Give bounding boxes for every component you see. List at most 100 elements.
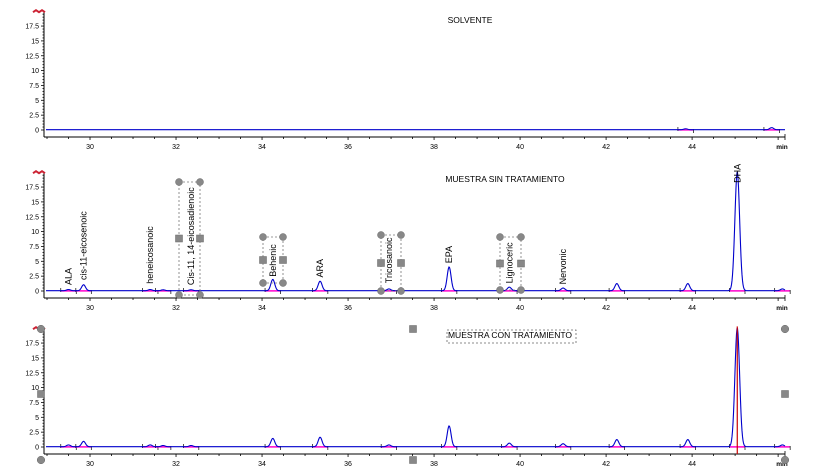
resize-handle[interactable] bbox=[496, 233, 504, 241]
y-tick-label: 5 bbox=[35, 98, 39, 105]
resize-handle[interactable] bbox=[397, 231, 405, 239]
x-unit-label: min bbox=[776, 461, 788, 468]
label-selection-box[interactable] bbox=[496, 233, 525, 294]
label-selection-box[interactable] bbox=[259, 233, 287, 287]
x-unit-label: min bbox=[776, 305, 788, 312]
y-tick-label: 2.5 bbox=[29, 274, 39, 281]
x-tick-label: 40 bbox=[516, 305, 524, 312]
resize-handle[interactable] bbox=[175, 234, 183, 243]
x-tick-label: 36 bbox=[344, 305, 352, 312]
peak-label[interactable]: ARA bbox=[315, 259, 325, 278]
x-tick-label: 32 bbox=[172, 305, 180, 312]
resize-handle[interactable] bbox=[397, 287, 405, 295]
resize-handle[interactable] bbox=[517, 286, 525, 294]
scale-marker-icon bbox=[32, 8, 46, 14]
resize-handle[interactable] bbox=[781, 390, 789, 398]
resize-handle[interactable] bbox=[377, 259, 385, 267]
peak-label[interactable]: heneicosanoic bbox=[145, 226, 155, 284]
peak-label[interactable]: EPA bbox=[444, 246, 454, 263]
x-tick-label: 34 bbox=[258, 305, 266, 312]
resize-handle[interactable] bbox=[377, 231, 385, 239]
x-tick-label: 40 bbox=[516, 461, 524, 468]
x-tick-label: 36 bbox=[344, 144, 352, 151]
resize-handle[interactable] bbox=[259, 233, 267, 241]
y-tick-label: 5 bbox=[35, 415, 39, 422]
x-tick-label: 30 bbox=[86, 461, 94, 468]
y-tick-label: 0 bbox=[35, 445, 39, 452]
x-tick-label: 32 bbox=[172, 144, 180, 151]
resize-handle[interactable] bbox=[36, 324, 46, 334]
x-tick-label: 38 bbox=[430, 305, 438, 312]
signal-trace bbox=[46, 171, 786, 292]
y-tick-label: 0 bbox=[35, 289, 39, 296]
scale-marker-icon bbox=[32, 169, 46, 175]
y-tick-label: 15 bbox=[31, 38, 39, 45]
y-tick-label: 2.5 bbox=[29, 430, 39, 437]
resize-handle[interactable] bbox=[196, 178, 204, 186]
resize-handle[interactable] bbox=[259, 256, 267, 264]
resize-handle[interactable] bbox=[780, 324, 790, 334]
panel-selection-handles[interactable] bbox=[36, 324, 790, 465]
peak-label[interactable]: Behenic bbox=[268, 244, 278, 277]
label-selection-box[interactable] bbox=[377, 231, 405, 295]
resize-handle[interactable] bbox=[496, 259, 504, 268]
resize-handle[interactable] bbox=[279, 279, 287, 287]
resize-handle[interactable] bbox=[36, 455, 46, 465]
x-tick-label: 32 bbox=[172, 461, 180, 468]
resize-handle[interactable] bbox=[279, 256, 287, 264]
resize-handle[interactable] bbox=[279, 233, 287, 241]
x-tick-label: 40 bbox=[516, 144, 524, 151]
resize-handle[interactable] bbox=[517, 259, 525, 268]
resize-handle[interactable] bbox=[259, 279, 267, 287]
resize-handle[interactable] bbox=[517, 233, 525, 241]
resize-handle[interactable] bbox=[196, 291, 204, 299]
x-tick-label: 34 bbox=[258, 461, 266, 468]
resize-handle[interactable] bbox=[196, 234, 204, 243]
panel-1: 0 2.5 5 7.5 10 12.5 15 17.5 30 32 34 36 38 40 42 44 min S… bbox=[25, 8, 788, 151]
x-tick-label: 42 bbox=[602, 305, 610, 312]
x-tick-label: 38 bbox=[430, 461, 438, 468]
panel-title: MUESTRA CON TRATAMIENTO bbox=[448, 330, 572, 340]
resize-handle[interactable] bbox=[175, 291, 183, 299]
x-unit-label: min bbox=[776, 144, 788, 151]
panel-2: 0 2.5 5 7.5 10 12.5 15 17.5 30 32 34 36 38 40 42 44 min M… bbox=[25, 164, 791, 312]
resize-handle[interactable] bbox=[397, 259, 405, 267]
y-tick-label: 2.5 bbox=[29, 113, 39, 120]
resize-handle[interactable] bbox=[496, 286, 504, 294]
resize-handle[interactable] bbox=[377, 287, 385, 295]
y-tick-label: 15 bbox=[31, 355, 39, 362]
y-tick-label: 7.5 bbox=[29, 400, 39, 407]
y-tick-label: 0 bbox=[35, 128, 39, 135]
title-selection-box[interactable] bbox=[446, 329, 577, 344]
x-tick-label: 30 bbox=[86, 305, 94, 312]
peak-label[interactable]: Lignoceric bbox=[504, 242, 514, 284]
x-tick-label: 30 bbox=[86, 144, 94, 151]
peak-label[interactable]: DHA bbox=[732, 164, 742, 183]
y-tick-label: 7.5 bbox=[29, 244, 39, 251]
y-tick-label: 5 bbox=[35, 259, 39, 266]
peak-label[interactable]: Cis-11, 14-eicosadienoic bbox=[186, 187, 196, 285]
x-tick-label: 44 bbox=[688, 305, 696, 312]
resize-handle[interactable] bbox=[409, 325, 417, 333]
resize-handle[interactable] bbox=[780, 455, 790, 465]
x-tick-label: 44 bbox=[688, 144, 696, 151]
y-tick-label: 10 bbox=[31, 385, 39, 392]
x-tick-label: 34 bbox=[258, 144, 266, 151]
label-selection-box[interactable] bbox=[175, 178, 204, 299]
resize-handle[interactable] bbox=[37, 390, 45, 398]
peak-label[interactable]: ALA bbox=[64, 268, 74, 285]
y-tick-label: 12.5 bbox=[25, 370, 39, 377]
resize-handle[interactable] bbox=[175, 178, 183, 186]
x-tick-label: 38 bbox=[430, 144, 438, 151]
y-tick-label: 17.5 bbox=[25, 341, 39, 348]
y-tick-label: 12.5 bbox=[25, 214, 39, 221]
peak-label[interactable]: Tricosanoic bbox=[384, 237, 394, 283]
peak-label[interactable]: Nervonic bbox=[558, 248, 568, 284]
y-tick-label: 17.5 bbox=[25, 185, 39, 192]
resize-handle[interactable] bbox=[409, 456, 417, 464]
peak-label[interactable]: cis-11-eicosenoic bbox=[79, 211, 89, 280]
y-tick-label: 12.5 bbox=[25, 53, 39, 60]
signal-trace bbox=[46, 327, 786, 448]
y-tick-label: 7.5 bbox=[29, 83, 39, 90]
